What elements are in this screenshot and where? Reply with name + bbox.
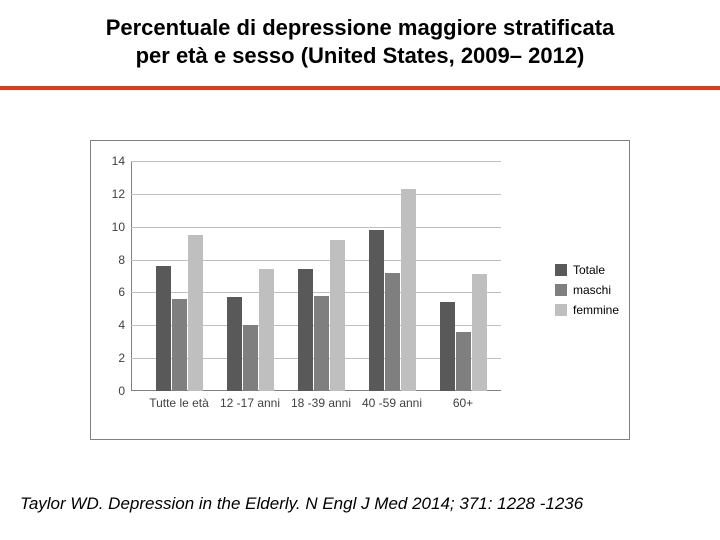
bar-group (369, 161, 416, 391)
legend-label: Totale (573, 263, 605, 277)
bar (314, 296, 329, 391)
bar (440, 302, 455, 391)
divider-line (0, 86, 720, 90)
legend-label: femmine (573, 303, 619, 317)
bar (156, 266, 171, 391)
y-tick-label: 4 (118, 318, 125, 332)
chart-container: 0 2 4 6 8 10 12 14 Tutte le età 12 -17 anni 18 -39… (90, 140, 630, 440)
legend-swatch (555, 304, 567, 316)
y-tick-label: 2 (118, 351, 125, 365)
bar (188, 235, 203, 391)
slide: Percentuale di depressione maggiore stra… (0, 0, 720, 540)
chart-plot-area: 02468101214Tutte le età12 -17 anni18 -39… (131, 161, 501, 391)
legend-item: Totale (555, 263, 619, 277)
bar-group (440, 161, 487, 391)
title-line-1: Percentuale di depressione maggiore stra… (106, 15, 615, 40)
bar (369, 230, 384, 391)
legend-item: maschi (555, 283, 619, 297)
y-tick-label: 14 (112, 154, 125, 168)
bar (172, 299, 187, 391)
y-axis-line (131, 161, 132, 391)
x-tick-label: 40 -59 anni (359, 397, 426, 411)
chart-legend: Totale maschi femmine (555, 257, 619, 323)
x-tick-label: 18 -39 anni (288, 397, 355, 411)
slide-title: Percentuale di depressione maggiore stra… (0, 14, 720, 69)
bar (385, 273, 400, 391)
x-tick-label: Tutte le età (146, 397, 213, 411)
citation-text: Taylor WD. Depression in the Elderly. N … (20, 494, 700, 514)
x-tick-label: 12 -17 anni (217, 397, 284, 411)
bar (401, 189, 416, 391)
bar-group (156, 161, 203, 391)
y-tick-label: 6 (118, 285, 125, 299)
legend-item: femmine (555, 303, 619, 317)
legend-swatch (555, 284, 567, 296)
y-tick-label: 0 (118, 384, 125, 398)
y-tick-label: 12 (112, 187, 125, 201)
bar (259, 269, 274, 391)
legend-label: maschi (573, 283, 611, 297)
title-line-2: per età e sesso (United States, 2009– 20… (136, 43, 585, 68)
x-tick-label: 60+ (430, 397, 497, 411)
y-tick-label: 8 (118, 253, 125, 267)
legend-swatch (555, 264, 567, 276)
bar (227, 297, 242, 391)
y-tick-label: 10 (112, 220, 125, 234)
bar (472, 274, 487, 391)
bar (298, 269, 313, 391)
bar (456, 332, 471, 391)
bar-group (298, 161, 345, 391)
bar-group (227, 161, 274, 391)
bar (243, 325, 258, 391)
bar (330, 240, 345, 391)
